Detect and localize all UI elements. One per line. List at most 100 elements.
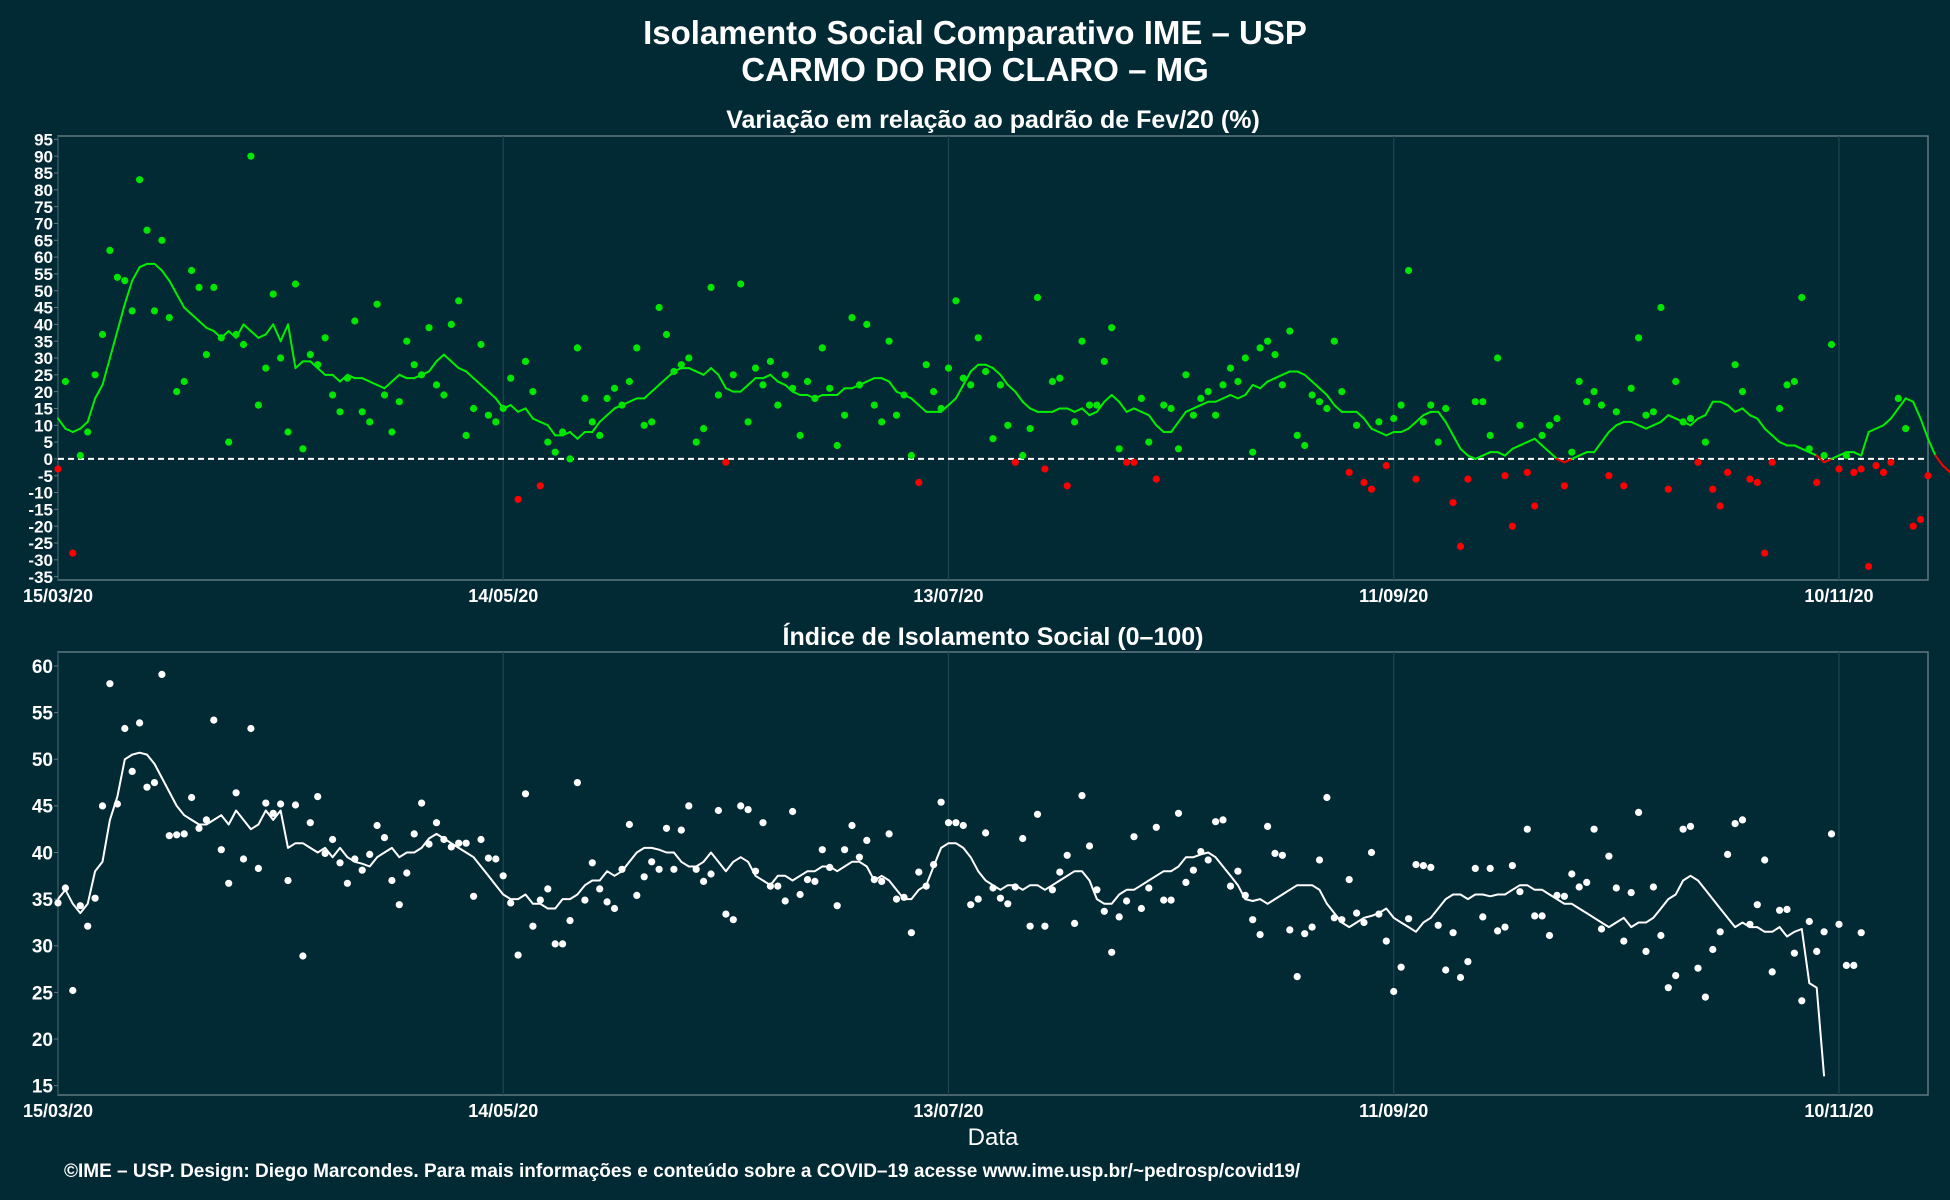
x-tick-label: 13/07/20 bbox=[913, 586, 983, 606]
data-point bbox=[1308, 391, 1316, 399]
data-point bbox=[982, 829, 990, 837]
trend-line-segment bbox=[376, 383, 386, 390]
data-point bbox=[1100, 907, 1108, 915]
data-point bbox=[455, 297, 463, 305]
y-tick-label: 65 bbox=[34, 231, 53, 250]
data-point bbox=[1167, 404, 1175, 413]
trend-line-segment bbox=[1696, 414, 1707, 420]
data-point bbox=[670, 367, 678, 376]
chart-title-line-2: CARMO DO RIO CLARO – MG bbox=[741, 51, 1209, 88]
data-point bbox=[648, 418, 656, 426]
data-point bbox=[366, 850, 374, 859]
y-tick-label: -25 bbox=[28, 534, 53, 553]
data-point bbox=[232, 330, 240, 339]
data-point bbox=[700, 877, 708, 886]
data-point bbox=[1286, 327, 1294, 335]
trend-line-segment bbox=[509, 404, 520, 413]
data-point bbox=[484, 411, 492, 419]
trend-line-segment bbox=[1081, 407, 1091, 417]
trend-line-segment bbox=[1407, 420, 1417, 430]
data-point bbox=[128, 767, 136, 776]
data-point bbox=[1382, 462, 1390, 470]
data-point bbox=[1449, 929, 1457, 937]
trend-line-segment bbox=[1882, 417, 1892, 427]
data-point bbox=[737, 280, 745, 288]
data-point bbox=[1761, 549, 1769, 557]
data-point bbox=[1612, 884, 1620, 892]
trend-line-segment bbox=[57, 417, 67, 430]
data-point bbox=[1212, 411, 1220, 419]
data-point bbox=[1434, 438, 1442, 446]
data-point bbox=[1174, 445, 1183, 453]
data-point bbox=[418, 371, 426, 379]
data-point bbox=[529, 922, 537, 930]
variation-panel: Variação em relação ao padrão de Fev/20 … bbox=[23, 106, 1950, 606]
data-point bbox=[1256, 931, 1264, 939]
data-point bbox=[848, 314, 856, 322]
data-point bbox=[1189, 411, 1197, 419]
data-point bbox=[1375, 418, 1383, 426]
data-point bbox=[1197, 394, 1205, 402]
data-point bbox=[1694, 964, 1702, 972]
y-tick-label: -30 bbox=[28, 551, 53, 570]
data-point bbox=[1123, 458, 1131, 466]
trend-line-segment bbox=[1793, 444, 1803, 450]
data-point bbox=[1301, 930, 1309, 938]
data-point bbox=[692, 865, 700, 873]
data-point bbox=[1813, 478, 1821, 487]
data-point bbox=[967, 381, 975, 389]
trend-line-segment bbox=[1533, 437, 1544, 447]
data-point bbox=[744, 418, 752, 426]
trend-line-segment bbox=[1704, 400, 1714, 417]
data-point bbox=[551, 448, 559, 456]
data-point bbox=[818, 344, 826, 352]
data-point bbox=[173, 831, 181, 839]
data-point bbox=[833, 441, 841, 450]
data-point bbox=[1583, 398, 1591, 406]
x-tick-label: 10/11/20 bbox=[1804, 1101, 1873, 1121]
data-point bbox=[507, 374, 515, 382]
trend-line-segment bbox=[576, 431, 586, 440]
panel-title: Variação em relação ao padrão de Fev/20 … bbox=[726, 106, 1260, 134]
trend-line-segment bbox=[279, 323, 290, 343]
data-point bbox=[662, 824, 671, 832]
data-point bbox=[180, 377, 188, 386]
data-point bbox=[98, 330, 107, 339]
data-point bbox=[351, 317, 359, 325]
data-point bbox=[1434, 921, 1442, 929]
trend-line-segment bbox=[383, 380, 393, 390]
data-point bbox=[306, 351, 314, 359]
data-point bbox=[1041, 465, 1049, 473]
y-tick-label: -5 bbox=[38, 467, 53, 486]
data-point bbox=[1308, 923, 1316, 931]
data-point bbox=[952, 819, 960, 827]
y-tick-label: 75 bbox=[34, 198, 53, 217]
panel-title: Índice de Isolamento Social (0–100) bbox=[783, 622, 1204, 651]
data-point bbox=[1249, 916, 1257, 924]
y-tick-label: 0 bbox=[44, 450, 53, 469]
data-point bbox=[1820, 451, 1828, 460]
data-point bbox=[1345, 468, 1353, 476]
trend-line-segment bbox=[116, 303, 126, 333]
data-point bbox=[1323, 404, 1331, 413]
trend-line-segment bbox=[865, 377, 876, 383]
data-point bbox=[1724, 468, 1732, 476]
data-point bbox=[1746, 920, 1754, 928]
data-point bbox=[1753, 901, 1761, 909]
data-point bbox=[1323, 793, 1331, 802]
data-point bbox=[1226, 364, 1235, 372]
y-tick-label: -10 bbox=[28, 484, 53, 503]
data-point bbox=[470, 892, 478, 900]
data-point bbox=[1041, 922, 1049, 930]
data-point bbox=[1345, 876, 1353, 884]
data-point bbox=[1100, 357, 1108, 365]
data-point bbox=[1056, 868, 1064, 876]
trend-line-segment bbox=[1125, 407, 1135, 413]
trend-line-segment bbox=[1504, 447, 1514, 457]
data-point bbox=[633, 344, 641, 352]
data-point bbox=[1093, 886, 1101, 894]
trend-line-segment bbox=[71, 427, 82, 433]
data-point bbox=[759, 381, 767, 389]
data-point bbox=[1731, 820, 1739, 828]
